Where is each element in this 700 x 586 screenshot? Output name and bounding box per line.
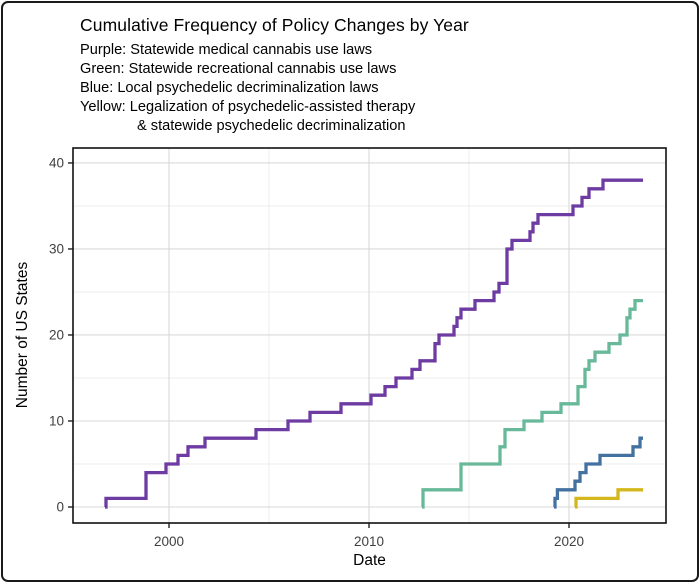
y-tick-label: 10	[49, 413, 64, 428]
series-line-yellow	[574, 488, 643, 509]
y-tick-label: 0	[56, 500, 64, 515]
y-axis-title: Number of US States	[14, 261, 31, 409]
chart-legend-text: Purple: Statewide medical cannabis use l…	[80, 41, 415, 136]
series-line-purple	[104, 178, 643, 509]
plot-area: 2000 2010 2020 0 10 20 30 40	[49, 147, 667, 549]
legend-line-green: Green: Statewide recreational cannabis u…	[80, 61, 397, 77]
series-line-green	[421, 298, 643, 509]
series-line-blue	[553, 436, 643, 509]
legend-line-yellow-cont: & statewide psychedelic decriminalizatio…	[137, 118, 406, 134]
legend-line-blue: Blue: Local psychedelic decriminalizatio…	[80, 80, 379, 96]
legend-line-purple: Purple: Statewide medical cannabis use l…	[80, 42, 373, 58]
y-tick-label: 30	[49, 241, 64, 256]
legend-line-yellow: Yellow: Legalization of psychedelic-assi…	[80, 99, 416, 115]
x-tick-label: 2010	[354, 534, 384, 549]
chart-title: Cumulative Frequency of Policy Changes b…	[80, 15, 469, 35]
x-axis-title: Date	[353, 552, 386, 569]
x-tick-label: 2020	[554, 534, 584, 549]
y-tick-label: 20	[49, 327, 64, 342]
x-tick-label: 2000	[154, 534, 184, 549]
y-tick-label: 40	[49, 155, 64, 170]
